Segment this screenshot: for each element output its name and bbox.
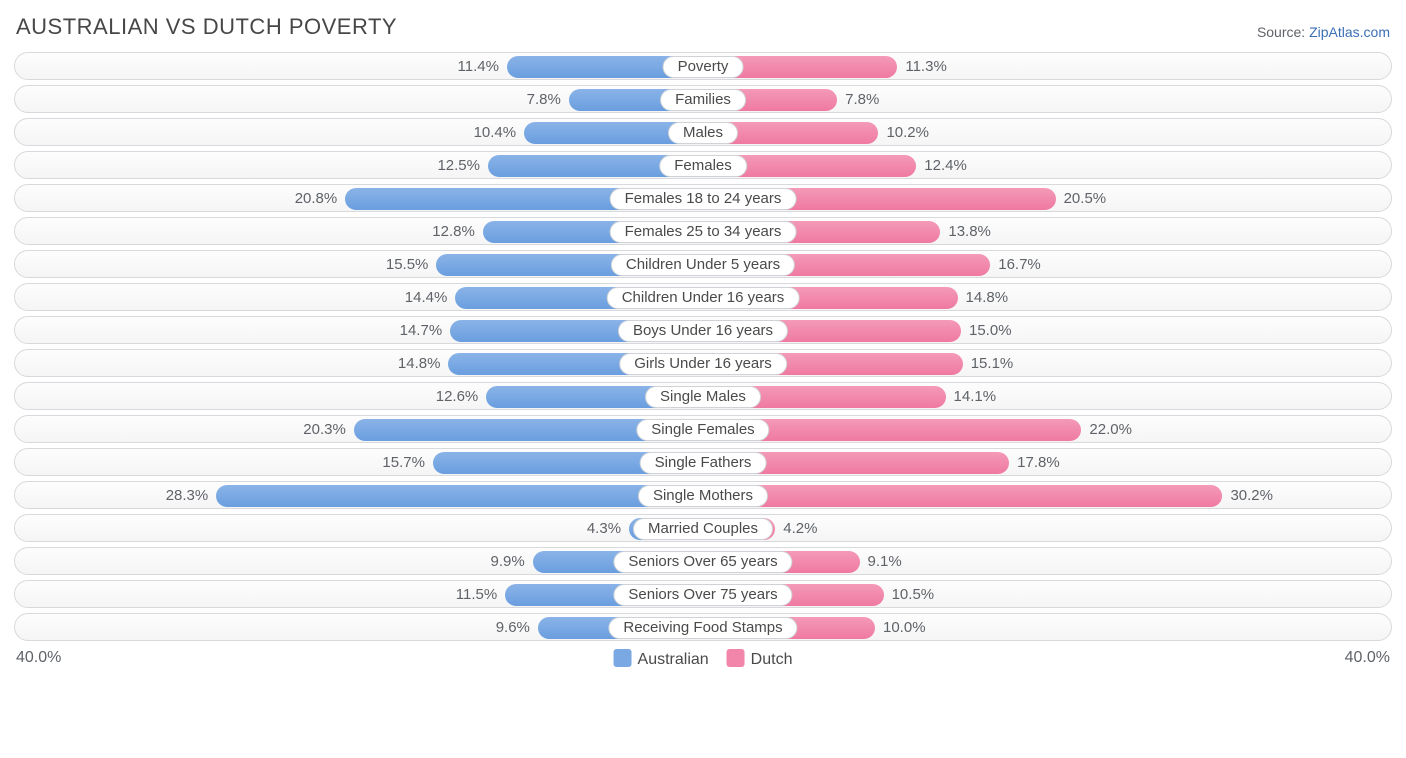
bar-row: 12.5% 12.4% Females	[14, 151, 1392, 179]
value-right: 14.1%	[954, 383, 997, 411]
legend: Australian Dutch	[614, 649, 793, 669]
category-label: Families	[660, 89, 746, 111]
legend-label-left: Australian	[638, 651, 709, 668]
bar-row: 12.6% 14.1% Single Males	[14, 382, 1392, 410]
category-label: Females	[659, 155, 747, 177]
category-label: Seniors Over 75 years	[613, 584, 792, 606]
legend-swatch-left	[614, 649, 632, 667]
legend-label-right: Dutch	[751, 651, 793, 668]
chart-source: Source: ZipAtlas.com	[1257, 24, 1390, 40]
value-right: 15.0%	[969, 317, 1012, 345]
axis-max-left: 40.0%	[16, 649, 61, 667]
bar-row: 4.3% 4.2% Married Couples	[14, 514, 1392, 542]
bar-row: 14.4% 14.8% Children Under 16 years	[14, 283, 1392, 311]
value-right: 14.8%	[966, 284, 1009, 312]
value-left: 4.3%	[587, 515, 621, 543]
value-right: 4.2%	[783, 515, 817, 543]
value-left: 15.7%	[382, 449, 425, 477]
value-right: 17.8%	[1017, 449, 1060, 477]
category-label: Single Males	[645, 386, 761, 408]
bar-row: 14.8% 15.1% Girls Under 16 years	[14, 349, 1392, 377]
category-label: Single Females	[636, 419, 769, 441]
category-label: Boys Under 16 years	[618, 320, 788, 342]
value-right: 11.3%	[905, 53, 946, 81]
category-label: Girls Under 16 years	[619, 353, 787, 375]
bar-row: 9.9% 9.1% Seniors Over 65 years	[14, 547, 1392, 575]
value-left: 7.8%	[527, 86, 561, 114]
value-left: 14.8%	[398, 350, 441, 378]
bar-row: 14.7% 15.0% Boys Under 16 years	[14, 316, 1392, 344]
value-left: 20.3%	[303, 416, 346, 444]
bar-row: 7.8% 7.8% Families	[14, 85, 1392, 113]
bar-row: 20.8% 20.5% Females 18 to 24 years	[14, 184, 1392, 212]
bar-row: 9.6% 10.0% Receiving Food Stamps	[14, 613, 1392, 641]
value-right: 16.7%	[998, 251, 1041, 279]
value-right: 15.1%	[971, 350, 1014, 378]
bar-row: 15.5% 16.7% Children Under 5 years	[14, 250, 1392, 278]
value-right: 10.2%	[886, 119, 929, 147]
value-left: 15.5%	[386, 251, 429, 279]
value-left: 14.7%	[400, 317, 443, 345]
category-label: Females 18 to 24 years	[610, 188, 797, 210]
bar-row: 20.3% 22.0% Single Females	[14, 415, 1392, 443]
value-right: 30.2%	[1230, 482, 1273, 510]
value-right: 9.1%	[868, 548, 902, 576]
bar-right	[703, 485, 1222, 507]
value-right: 20.5%	[1064, 185, 1107, 213]
value-left: 12.8%	[432, 218, 475, 246]
value-right: 10.5%	[892, 581, 935, 609]
value-right: 7.8%	[845, 86, 879, 114]
value-left: 9.9%	[491, 548, 525, 576]
category-label: Receiving Food Stamps	[608, 617, 797, 639]
chart-footer: 40.0% Australian Dutch 40.0%	[14, 649, 1392, 677]
bar-row: 15.7% 17.8% Single Fathers	[14, 448, 1392, 476]
chart-header: AUSTRALIAN VS DUTCH POVERTY Source: ZipA…	[14, 10, 1392, 52]
source-link[interactable]: ZipAtlas.com	[1309, 24, 1390, 40]
value-left: 12.5%	[437, 152, 480, 180]
bar-row: 10.4% 10.2% Males	[14, 118, 1392, 146]
value-left: 12.6%	[436, 383, 479, 411]
bar-row: 11.4% 11.3% Poverty	[14, 52, 1392, 80]
value-left: 10.4%	[474, 119, 517, 147]
value-left: 11.5%	[456, 581, 497, 609]
category-label: Males	[668, 122, 738, 144]
value-right: 13.8%	[948, 218, 991, 246]
value-left: 28.3%	[166, 482, 209, 510]
category-label: Seniors Over 65 years	[613, 551, 792, 573]
category-label: Children Under 16 years	[607, 287, 800, 309]
chart-title: AUSTRALIAN VS DUTCH POVERTY	[16, 14, 397, 40]
value-right: 12.4%	[924, 152, 967, 180]
value-right: 22.0%	[1089, 416, 1132, 444]
category-label: Children Under 5 years	[611, 254, 795, 276]
category-label: Single Fathers	[640, 452, 767, 474]
legend-item-left: Australian	[614, 649, 709, 669]
value-left: 11.4%	[458, 53, 499, 81]
category-label: Married Couples	[633, 518, 773, 540]
category-label: Single Mothers	[638, 485, 768, 507]
legend-item-right: Dutch	[727, 649, 793, 669]
value-left: 9.6%	[496, 614, 530, 642]
bar-row: 11.5% 10.5% Seniors Over 75 years	[14, 580, 1392, 608]
value-left: 20.8%	[295, 185, 338, 213]
chart-rows: 11.4%11.3%Poverty7.8%7.8%Families10.4%10…	[14, 52, 1392, 641]
source-prefix: Source:	[1257, 24, 1309, 40]
bar-left	[216, 485, 703, 507]
value-right: 10.0%	[883, 614, 926, 642]
bar-row: 28.3% 30.2% Single Mothers	[14, 481, 1392, 509]
category-label: Females 25 to 34 years	[610, 221, 797, 243]
category-label: Poverty	[663, 56, 744, 78]
bar-row: 12.8% 13.8% Females 25 to 34 years	[14, 217, 1392, 245]
legend-swatch-right	[727, 649, 745, 667]
axis-max-right: 40.0%	[1345, 649, 1390, 667]
value-left: 14.4%	[405, 284, 448, 312]
